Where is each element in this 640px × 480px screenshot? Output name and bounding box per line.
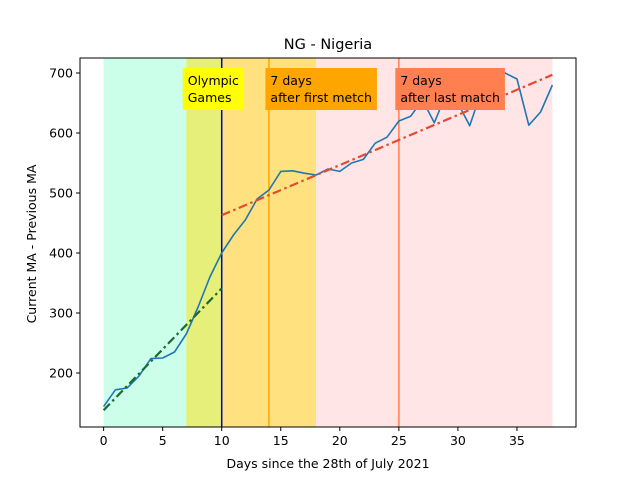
x-tick-label-7: 35 xyxy=(509,433,525,448)
x-tick-label-1: 5 xyxy=(159,433,167,448)
y-tick-label-0: 200 xyxy=(49,366,73,381)
annotation-text-2-1: after last match xyxy=(400,90,500,105)
annotation-box-2 xyxy=(395,68,505,110)
annotation-box-1 xyxy=(265,68,377,110)
x-tick-label-3: 15 xyxy=(273,433,289,448)
y-tick-label-2: 400 xyxy=(49,246,73,261)
x-tick-label-0: 0 xyxy=(100,433,108,448)
x-axis-label: Days since the 28th of July 2021 xyxy=(226,456,429,471)
shaded-band-3 xyxy=(316,58,553,427)
annotation-box-0 xyxy=(182,68,244,110)
y-tick-label-4: 600 xyxy=(49,126,73,141)
annotation-text-0-1: Games xyxy=(188,90,232,105)
x-tick-label-6: 30 xyxy=(450,433,466,448)
annotation-1: 7 days after first metch xyxy=(265,68,377,110)
axes-frame xyxy=(79,57,577,428)
x-tick-label-2: 10 xyxy=(214,433,230,448)
annotation-text-2-0: 7 days xyxy=(400,73,441,88)
chart-title: NG - Nigeria xyxy=(284,37,372,53)
x-tick-label-4: 20 xyxy=(332,433,348,448)
annotation-2: 7 days after last match xyxy=(395,68,505,110)
y-axis-label: Current MA - Previous MA xyxy=(24,164,39,323)
annotation-text-1-1: after first metch xyxy=(270,90,372,105)
y-tick-label-1: 300 xyxy=(49,306,73,321)
annotation-text-1-0: 7 days xyxy=(270,73,311,88)
annotation-0: Olympic Games xyxy=(182,68,244,110)
y-tick-label-5: 700 xyxy=(49,66,73,81)
annotation-text-0-0: Olympic xyxy=(188,73,239,88)
shaded-band-1 xyxy=(186,58,222,427)
y-tick-label-3: 500 xyxy=(49,186,73,201)
x-tick-label-5: 25 xyxy=(391,433,407,448)
shaded-band-0 xyxy=(103,58,187,427)
